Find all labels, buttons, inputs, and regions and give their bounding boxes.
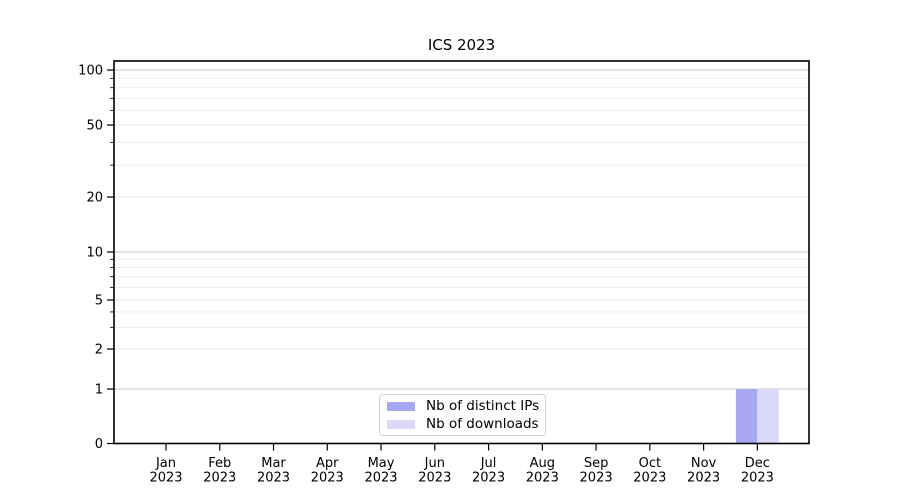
legend-item-downloads: Nb of downloads <box>387 416 545 432</box>
x-tick-label: Jan 2023 <box>149 456 182 486</box>
x-tick-label: Jun 2023 <box>418 456 451 486</box>
bar-downloads <box>757 389 779 444</box>
y-tick-label: 20 <box>86 191 103 206</box>
x-tick-label: Dec 2023 <box>741 456 774 486</box>
y-tick-label: 10 <box>86 246 103 261</box>
chart-title: ICS 2023 <box>427 36 496 54</box>
y-tick-label: 2 <box>95 343 103 358</box>
x-tick-label: Apr 2023 <box>311 456 344 486</box>
x-tick-label: Sep 2023 <box>580 456 613 486</box>
y-tick-label: 0 <box>95 437 103 452</box>
x-tick-label: Aug 2023 <box>526 456 559 486</box>
x-tick-label: Feb 2023 <box>203 456 236 486</box>
y-tick-label: 50 <box>86 119 103 134</box>
legend-label-downloads: Nb of downloads <box>426 416 539 432</box>
y-tick-label: 1 <box>95 383 103 398</box>
x-tick-label: May 2023 <box>364 456 397 486</box>
x-tick-label: Oct 2023 <box>633 456 666 486</box>
x-tick-label: Mar 2023 <box>257 456 290 486</box>
bar-distinct-ips <box>735 389 758 444</box>
legend: Nb of distinct IPs Nb of downloads <box>379 394 546 436</box>
legend-swatch-distinct-ips <box>387 401 415 411</box>
y-tick-label: 100 <box>78 64 103 79</box>
y-tick-label: 5 <box>95 294 103 309</box>
legend-swatch-downloads <box>387 419 415 429</box>
legend-item-distinct-ips: Nb of distinct IPs <box>387 398 545 414</box>
x-tick-label: Nov 2023 <box>687 456 720 486</box>
legend-label-distinct-ips: Nb of distinct IPs <box>426 398 540 414</box>
x-tick-label: Jul 2023 <box>472 456 505 486</box>
